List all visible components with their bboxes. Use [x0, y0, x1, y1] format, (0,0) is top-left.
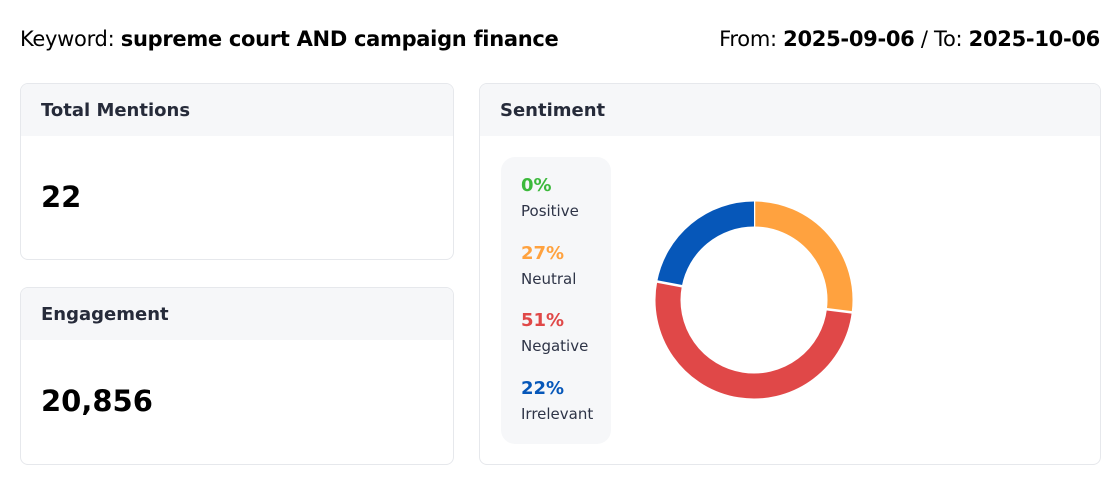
legend-percent: 51%	[521, 310, 565, 331]
legend-item-neutral: 27% Neutral	[521, 243, 591, 311]
sentiment-card: Sentiment 0% Positive 27% Neutral 51% Negativ…	[479, 83, 1101, 465]
donut-slice-irrelevant	[657, 201, 755, 287]
to-label: / To:	[914, 27, 969, 51]
keyword-header: Keyword: supreme court AND campaign fina…	[20, 27, 559, 51]
to-date: 2025-10-06	[968, 27, 1101, 51]
engagement-value: 20,856	[41, 384, 153, 418]
legend-percent: 22%	[521, 377, 565, 399]
card-title: Engagement	[21, 288, 453, 340]
keyword-label: Keyword:	[20, 27, 121, 51]
donut-slice-negative	[655, 281, 852, 399]
legend-label: Negative	[521, 337, 589, 355]
total-mentions-value: 22	[41, 180, 82, 214]
slice-gap	[825, 307, 853, 314]
from-label: From:	[719, 27, 784, 51]
legend-label: Positive	[521, 202, 579, 220]
donut-slice-neutral	[753, 201, 853, 313]
sentiment-donut-chart	[655, 200, 853, 399]
legend-item-positive: 0% Positive	[521, 175, 591, 243]
sentiment-legend: 0% Positive 27% Neutral 51% Negative 22% Irrele…	[501, 157, 611, 444]
slice-gap	[656, 280, 684, 288]
date-range: From: 2025-09-06 / To: 2025-10-06	[719, 27, 1100, 51]
legend-label: Irrelevant	[521, 404, 594, 423]
legend-percent: 0%	[521, 175, 552, 196]
legend-item-negative: 51% Negative	[521, 310, 591, 378]
total-mentions-card: Total Mentions 22	[20, 83, 454, 260]
card-title: Sentiment	[480, 84, 1100, 136]
legend-item-irrelevant: 22% Irrelevant	[521, 377, 594, 446]
engagement-card: Engagement 20,856	[20, 287, 454, 465]
legend-label: Neutral	[521, 269, 577, 288]
keyword-value: supreme court AND campaign finance	[120, 27, 559, 51]
legend-percent: 27%	[521, 242, 565, 264]
card-title: Total Mentions	[21, 84, 453, 136]
from-date: 2025-09-06	[783, 27, 915, 51]
